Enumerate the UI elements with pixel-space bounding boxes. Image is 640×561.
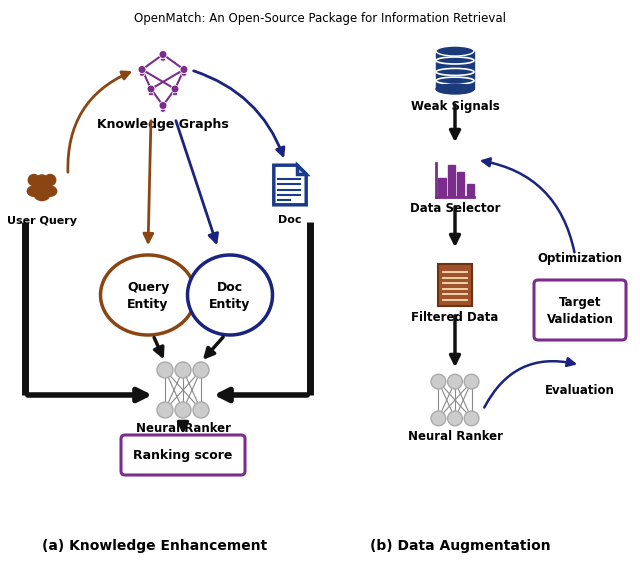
Circle shape bbox=[159, 50, 167, 58]
Ellipse shape bbox=[100, 255, 195, 335]
Circle shape bbox=[35, 175, 49, 188]
Circle shape bbox=[431, 374, 446, 389]
Ellipse shape bbox=[35, 188, 50, 200]
Circle shape bbox=[157, 402, 173, 418]
Circle shape bbox=[171, 85, 179, 93]
Polygon shape bbox=[297, 165, 306, 174]
FancyBboxPatch shape bbox=[534, 280, 626, 340]
Text: Neural Ranker: Neural Ranker bbox=[136, 422, 230, 435]
Circle shape bbox=[147, 85, 155, 93]
Circle shape bbox=[180, 66, 188, 73]
Ellipse shape bbox=[44, 186, 57, 196]
Circle shape bbox=[447, 411, 462, 426]
Text: Target: Target bbox=[559, 296, 601, 309]
Text: Optimization: Optimization bbox=[538, 251, 623, 264]
Ellipse shape bbox=[181, 73, 187, 76]
Circle shape bbox=[175, 402, 191, 418]
Ellipse shape bbox=[188, 255, 273, 335]
Circle shape bbox=[447, 374, 462, 389]
Ellipse shape bbox=[160, 58, 166, 61]
Text: Data Selector: Data Selector bbox=[410, 202, 500, 215]
Bar bbox=[436, 51, 474, 89]
Ellipse shape bbox=[160, 109, 166, 112]
Ellipse shape bbox=[436, 84, 474, 94]
Text: Doc: Doc bbox=[217, 280, 243, 293]
Bar bbox=[438, 178, 445, 197]
Text: Filtered Data: Filtered Data bbox=[412, 311, 499, 324]
Bar bbox=[467, 184, 474, 197]
Text: Neural Ranker: Neural Ranker bbox=[408, 430, 502, 443]
Circle shape bbox=[193, 402, 209, 418]
Circle shape bbox=[157, 362, 173, 378]
Text: Knowledge Graphs: Knowledge Graphs bbox=[97, 118, 229, 131]
Text: User Query: User Query bbox=[7, 216, 77, 226]
Circle shape bbox=[464, 411, 479, 426]
Bar bbox=[457, 172, 465, 197]
Circle shape bbox=[159, 102, 167, 109]
Text: Ranking score: Ranking score bbox=[133, 448, 233, 462]
Circle shape bbox=[431, 411, 446, 426]
Bar bbox=[447, 165, 455, 197]
Text: (b) Data Augmentation: (b) Data Augmentation bbox=[370, 539, 550, 553]
Text: (a) Knowledge Enhancement: (a) Knowledge Enhancement bbox=[42, 539, 268, 553]
Text: Query: Query bbox=[127, 280, 169, 293]
Text: OpenMatch: An Open-Source Package for Information Retrieval: OpenMatch: An Open-Source Package for In… bbox=[134, 12, 506, 25]
Text: Doc: Doc bbox=[278, 215, 301, 225]
FancyBboxPatch shape bbox=[121, 435, 245, 475]
Ellipse shape bbox=[172, 93, 178, 95]
Circle shape bbox=[28, 174, 40, 186]
Circle shape bbox=[175, 362, 191, 378]
Bar bbox=[438, 264, 472, 306]
Circle shape bbox=[464, 374, 479, 389]
Polygon shape bbox=[274, 165, 306, 205]
Circle shape bbox=[193, 362, 209, 378]
Text: Entity: Entity bbox=[127, 297, 169, 310]
Ellipse shape bbox=[436, 46, 474, 56]
Text: Evaluation: Evaluation bbox=[545, 384, 615, 397]
Circle shape bbox=[45, 174, 56, 186]
Ellipse shape bbox=[148, 93, 154, 95]
Ellipse shape bbox=[140, 73, 145, 76]
Text: Validation: Validation bbox=[547, 312, 613, 325]
Text: Weak Signals: Weak Signals bbox=[411, 100, 499, 113]
Ellipse shape bbox=[28, 186, 40, 196]
Text: Entity: Entity bbox=[209, 297, 251, 310]
Circle shape bbox=[138, 66, 146, 73]
